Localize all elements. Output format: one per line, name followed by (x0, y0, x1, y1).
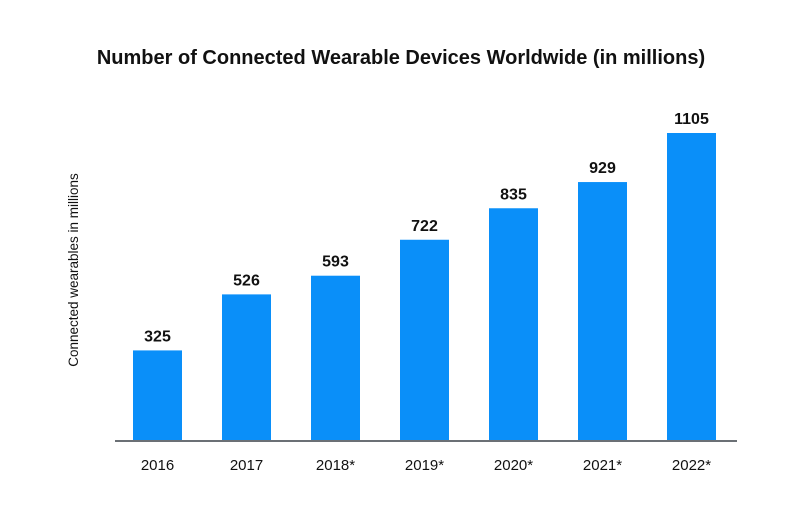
x-tick-label: 2016 (141, 457, 174, 474)
data-label: 593 (322, 254, 349, 271)
data-label: 1105 (674, 111, 709, 128)
data-label: 526 (233, 272, 260, 289)
data-label: 835 (500, 186, 527, 203)
data-label: 325 (144, 328, 171, 345)
bar-2018 (311, 275, 360, 441)
bar-2017 (222, 294, 271, 441)
y-axis-label: Connected wearables in millions (66, 173, 81, 367)
x-tick-label: 2018* (316, 457, 355, 474)
bar-2019 (400, 239, 449, 441)
data-label: 929 (589, 160, 616, 177)
bar-2022 (667, 133, 716, 441)
bar-2021 (578, 182, 627, 441)
bar-2016 (133, 350, 182, 441)
bar-2020 (489, 208, 538, 441)
chart-title: Number of Connected Wearable Devices Wor… (97, 47, 705, 69)
x-tick-label: 2022* (672, 457, 711, 474)
data-label: 722 (411, 218, 438, 235)
x-tick-label: 2019* (405, 457, 444, 474)
x-tick-label: 2021* (583, 457, 622, 474)
x-tick-label: 2020* (494, 457, 533, 474)
x-tick-label: 2017 (230, 457, 263, 474)
